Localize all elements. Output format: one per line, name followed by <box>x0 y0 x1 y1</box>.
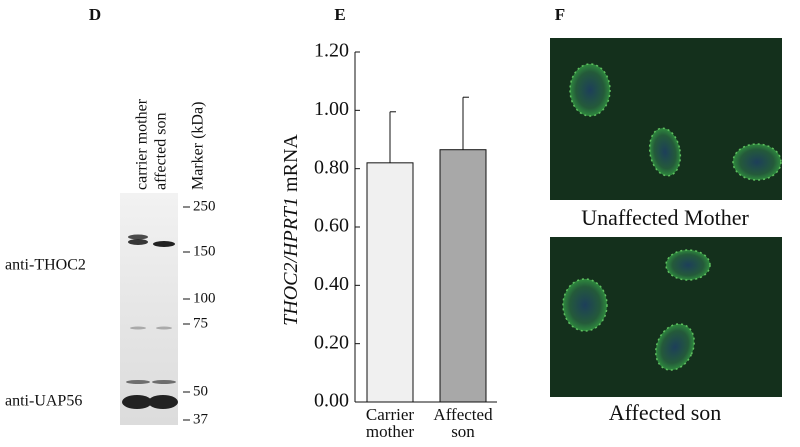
bands <box>122 234 178 409</box>
y-tick-label: 0.20 <box>314 331 349 353</box>
x-tick-label: Affected son <box>433 405 493 441</box>
bar <box>439 149 487 403</box>
bar-chart: E 0.00 0.20 0.40 0.60 0.80 1.00 1.20 THOC2/HPRT1… <box>280 5 497 441</box>
micrograph <box>550 237 782 397</box>
lane-label: carrier mother <box>134 98 151 190</box>
y-tick-label: 0.60 <box>314 215 349 237</box>
caption: Affected son <box>609 400 722 425</box>
marker-label: 100 <box>193 290 216 306</box>
x-tick-label: Carrier mother <box>366 405 414 441</box>
caption: Unaffected Mother <box>581 205 749 230</box>
y-tick-label: 0.00 <box>314 390 349 412</box>
y-tick-label: 1.00 <box>314 98 349 120</box>
panel-label: E <box>334 5 345 24</box>
y-tick-label: 0.40 <box>314 273 349 295</box>
marker-label: 75 <box>193 315 208 331</box>
y-axis-title-unit: mRNA <box>280 134 302 192</box>
y-tick-label: 1.20 <box>314 40 349 62</box>
bar <box>366 162 414 403</box>
marker-label: 37 <box>193 411 209 427</box>
y-axis-title: THOC2/HPRT1 mRNA <box>280 134 302 326</box>
marker-label: 150 <box>193 243 216 259</box>
marker-label: 250 <box>193 198 216 214</box>
micrograph <box>550 38 782 200</box>
marker-title: Marker (kDa) <box>190 102 207 190</box>
antibody-label: anti-UAP56 <box>5 393 82 410</box>
panel-label: D <box>89 5 101 24</box>
y-tick-label: 0.80 <box>314 156 349 178</box>
y-axis-title-italic: THOC2/HPRT1 <box>280 197 302 326</box>
panel-label: F <box>555 5 565 24</box>
marker-label: 50 <box>193 383 208 399</box>
antibody-label: anti-THOC2 <box>5 257 86 274</box>
lane-label: affected son <box>153 113 170 190</box>
blot <box>120 193 178 425</box>
